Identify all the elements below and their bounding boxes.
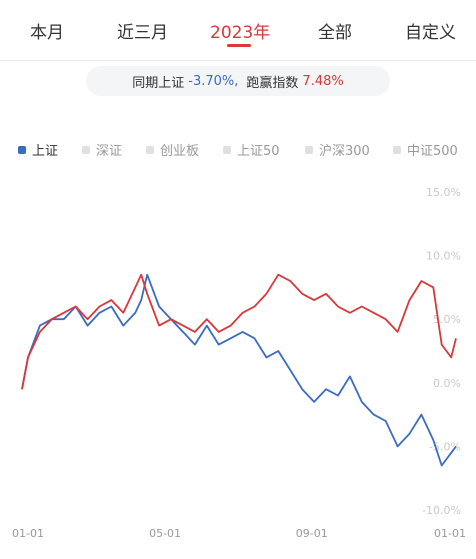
legend-swatch xyxy=(393,145,401,154)
tab-2023[interactable]: 2023年 xyxy=(210,23,271,43)
period-tabs: 本月 近三月 2023年 全部 自定义 xyxy=(0,0,476,60)
legend-label: 上证 xyxy=(32,144,59,159)
x-tick-label: 09-01 xyxy=(296,527,328,540)
y-tick-label: 10.0% xyxy=(426,250,461,263)
legend-label: 中证500 xyxy=(407,144,458,159)
legend-swatch xyxy=(146,145,154,154)
legend-swatch xyxy=(18,145,26,154)
legend-item-chinext[interactable]: 创业板 xyxy=(146,140,199,159)
legend-label: 上证50 xyxy=(237,144,280,159)
return-summary: 同期上证 -3.70%, 跑赢指数 7.48% xyxy=(86,66,390,96)
summary-label-outperform: 跑赢指数 xyxy=(246,75,299,91)
legend-item-szse[interactable]: 深证 xyxy=(82,140,122,159)
x-tick-label: 01-01 xyxy=(12,527,44,540)
legend-item-sse50[interactable]: 上证50 xyxy=(223,140,280,159)
summary-label-index: 同期上证 xyxy=(132,75,185,91)
series-line-portfolio xyxy=(21,273,457,390)
active-tab-indicator xyxy=(227,44,251,47)
legend-swatch xyxy=(223,145,231,154)
x-tick-label: 01-01 xyxy=(434,527,466,540)
legend-item-csi500[interactable]: 中证500 xyxy=(393,140,458,159)
tab-this-month[interactable]: 本月 xyxy=(30,23,64,43)
index-return-value: -3.70%, xyxy=(188,73,239,89)
tab-all[interactable]: 全部 xyxy=(318,23,352,43)
series-line-sse xyxy=(21,273,457,467)
legend-swatch xyxy=(305,145,313,154)
tab-last-three-months[interactable]: 近三月 xyxy=(117,23,168,43)
legend-swatch xyxy=(82,145,90,154)
x-tick-label: 05-01 xyxy=(149,527,181,540)
legend-label: 深证 xyxy=(96,144,123,159)
tabs-divider xyxy=(0,60,476,61)
y-tick-label: 0.0% xyxy=(433,377,461,390)
y-tick-label: -10.0% xyxy=(422,504,461,517)
tab-custom[interactable]: 自定义 xyxy=(405,23,456,43)
legend-label: 创业板 xyxy=(160,144,200,159)
return-line-chart[interactable]: 15.0%10.0%5.0%0.0%-5.0%-10.0%01-01 05-01 0… xyxy=(0,180,476,559)
excess-return-value: 7.48% xyxy=(302,73,344,89)
y-tick-label: 15.0% xyxy=(426,186,461,199)
legend-label: 沪深300 xyxy=(319,144,370,159)
legend-item-csi300[interactable]: 沪深300 xyxy=(305,140,370,159)
y-tick-label: 5.0% xyxy=(433,313,461,326)
legend-item-sse[interactable]: 上证 xyxy=(18,140,58,159)
